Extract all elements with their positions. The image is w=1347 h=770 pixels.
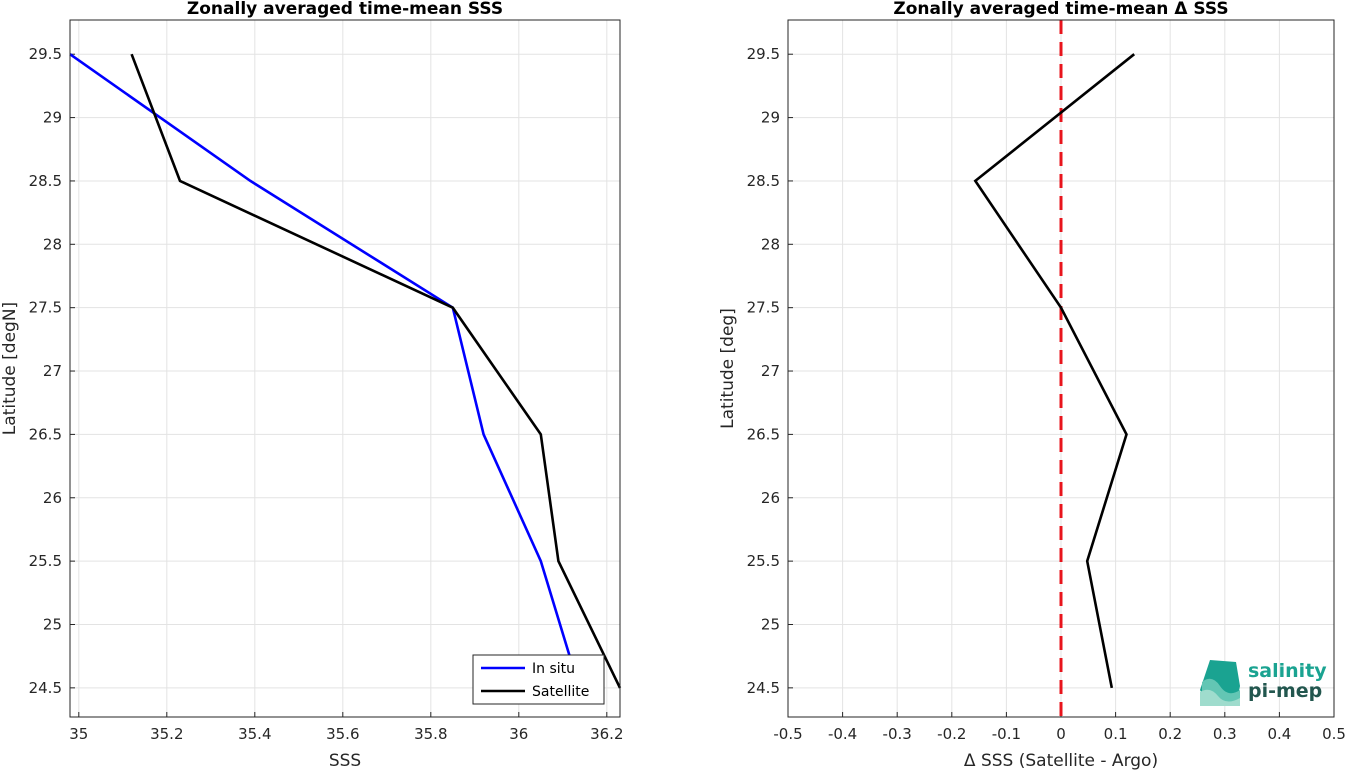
salinity-pimep-logo: salinity pi-mep <box>1200 660 1327 706</box>
x-tick-label: 35.8 <box>414 725 447 743</box>
x-tick-label: 0.2 <box>1158 725 1182 743</box>
y-tick-label: 28 <box>43 235 62 253</box>
x-axis-label: SSS <box>329 751 361 770</box>
x-tick-label: 35.6 <box>326 725 359 743</box>
x-tick-label: 0.5 <box>1322 725 1346 743</box>
logo-text-line1: salinity <box>1248 660 1327 682</box>
x-tick-label: 0.4 <box>1267 725 1291 743</box>
legend-box <box>472 654 605 705</box>
chart-title: Zonally averaged time-mean Δ SSS <box>893 0 1228 19</box>
y-tick-label: 29.5 <box>747 45 780 63</box>
right-axes: -0.5 -0.4 -0.3 -0.2 -0.1 0 0.1 0.2 0.3 0.4 0.5 24.5… <box>718 0 1346 770</box>
x-tick-label: 35.2 <box>150 725 183 743</box>
y-tick-label: 25 <box>43 615 62 633</box>
series-line-in-situ <box>69 53 573 663</box>
y-tick-label: 25 <box>761 615 780 633</box>
x-tick-label: -0.2 <box>937 725 966 743</box>
y-tick-label: 28.5 <box>29 172 62 190</box>
axes-frame <box>787 19 1335 718</box>
y-tick-label: 26.5 <box>29 425 62 443</box>
x-tick-label: 36.2 <box>590 725 623 743</box>
x-tick-label: -0.4 <box>828 725 857 743</box>
y-tick-label: 26 <box>761 489 780 507</box>
x-tick-label: -0.1 <box>992 725 1021 743</box>
x-tick-label: -0.5 <box>773 725 802 743</box>
x-tick-label: 36 <box>509 725 528 743</box>
x-tick-label: -0.3 <box>883 725 912 743</box>
x-tick-label: 35.4 <box>238 725 271 743</box>
y-tick-label: 29 <box>761 109 780 127</box>
legend: In situ Satellite <box>472 654 605 705</box>
y-axis-label: Latitude [degN] <box>0 302 20 435</box>
y-tick-label: 27.5 <box>29 299 62 317</box>
x-tick-label: 0.1 <box>1104 725 1128 743</box>
y-tick-label: 25.5 <box>747 552 780 570</box>
y-tick-label: 26.5 <box>747 425 780 443</box>
chart-title: Zonally averaged time-mean SSS <box>187 0 503 19</box>
y-tick-label: 29.5 <box>29 45 62 63</box>
y-tick-label: 26 <box>43 489 62 507</box>
y-tick-label: 25.5 <box>29 552 62 570</box>
y-tick-label: 28.5 <box>747 172 780 190</box>
series-line-0 <box>973 53 1136 689</box>
x-tick-label: 35 <box>69 725 88 743</box>
x-tick-label: 0.3 <box>1213 725 1237 743</box>
plot-area <box>70 20 620 717</box>
y-tick-label: 24.5 <box>747 679 780 697</box>
x-tick-label: 0 <box>1056 725 1066 743</box>
axes-frame <box>69 19 621 718</box>
y-tick-label: 27 <box>43 362 62 380</box>
y-tick-label: 28 <box>761 235 780 253</box>
y-axis-label: Latitude [deg] <box>718 308 738 429</box>
left-axes: 35 35.2 35.4 35.6 35.8 36 36.2 24.5 25 25.5 26 26.5… <box>0 0 624 770</box>
legend-entry: Satellite <box>532 684 589 700</box>
y-tick-label: 27.5 <box>747 299 780 317</box>
x-axis-label: Δ SSS (Satellite - Argo) <box>964 751 1158 770</box>
y-tick-label: 24.5 <box>29 679 62 697</box>
legend-entry: In situ <box>532 661 575 677</box>
series-line-satellite <box>130 53 622 689</box>
y-tick-label: 27 <box>761 362 780 380</box>
y-tick-label: 29 <box>43 109 62 127</box>
logo-text-line2: pi-mep <box>1248 680 1322 702</box>
